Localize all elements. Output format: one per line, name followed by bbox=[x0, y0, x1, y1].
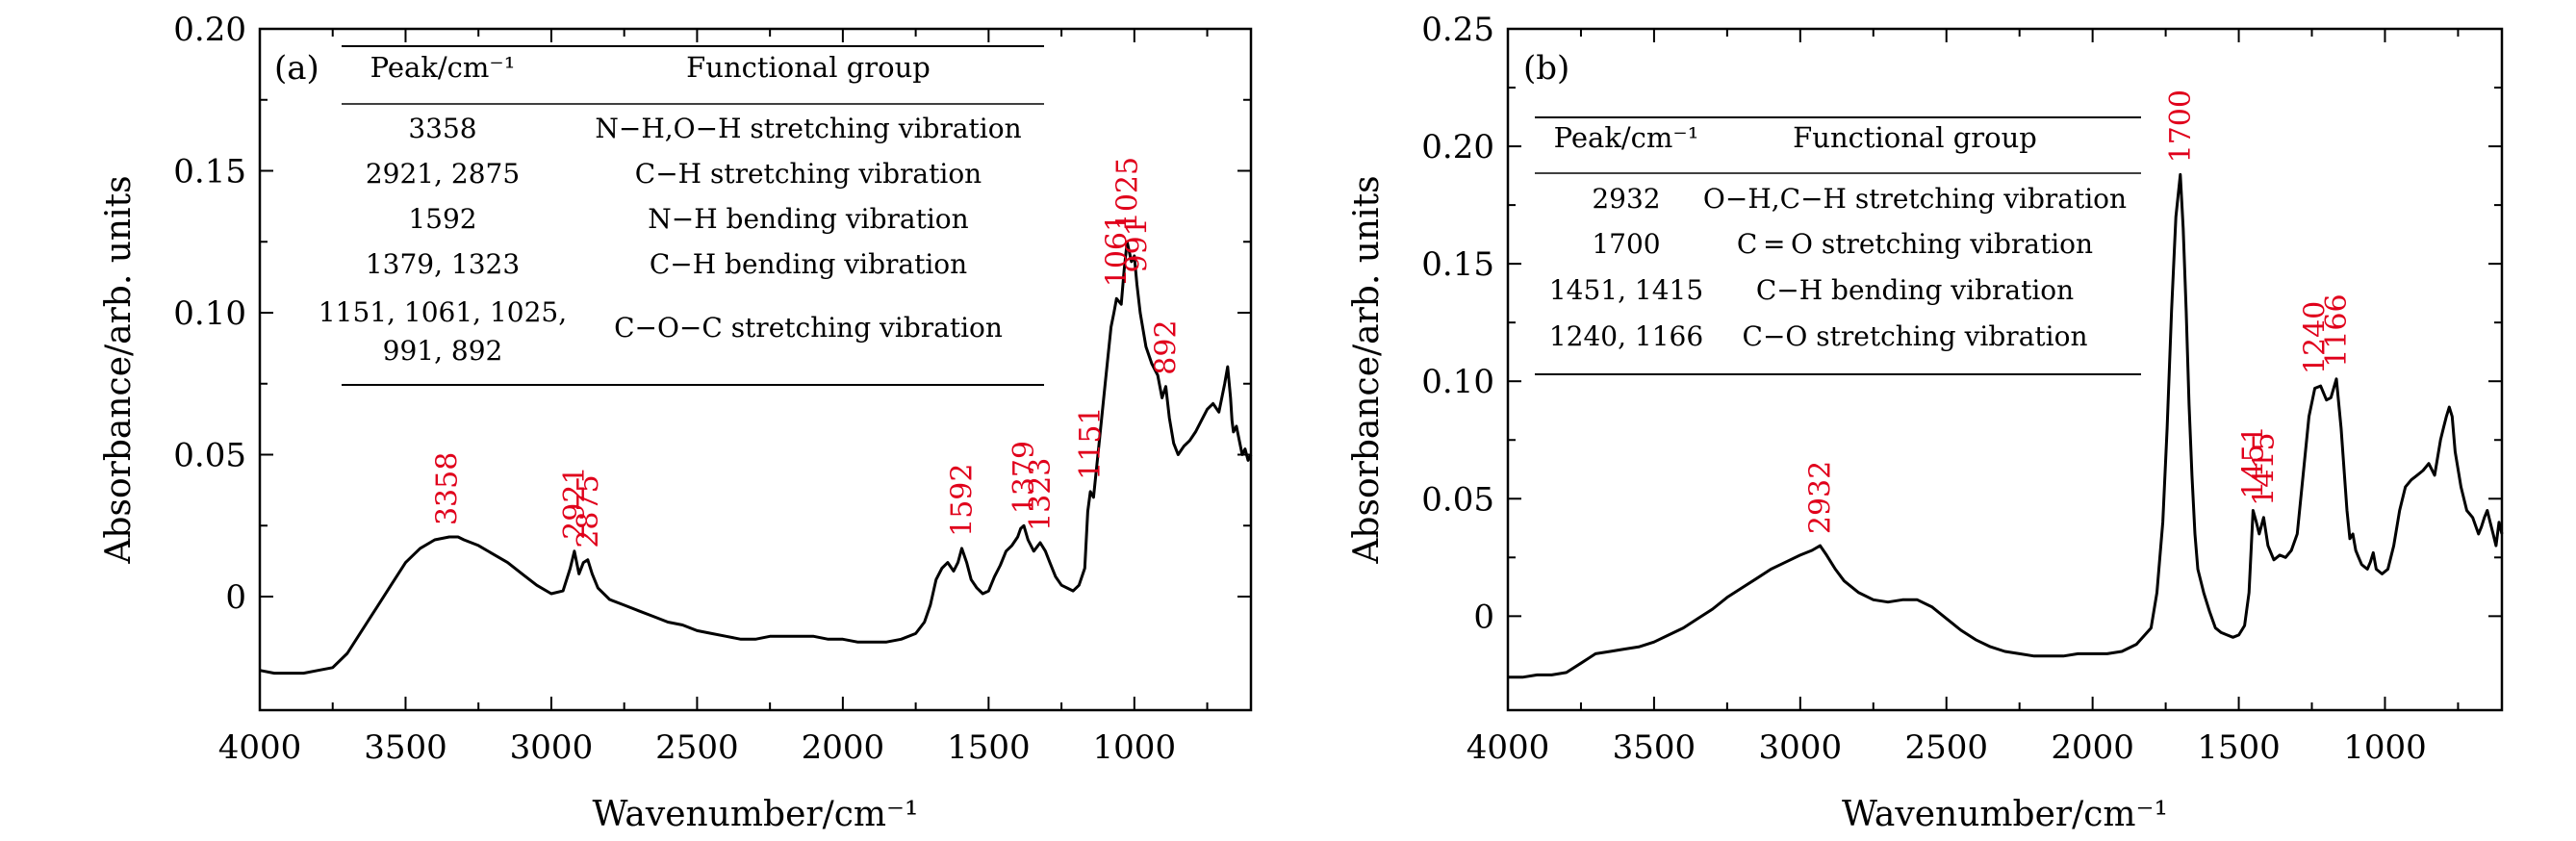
x-tick-label: 2000 bbox=[2051, 728, 2134, 767]
plot-frame bbox=[258, 27, 1253, 712]
table-cell-group: C−H bending vibration bbox=[650, 248, 967, 280]
table-cell-group: C−H stretching vibration bbox=[635, 158, 982, 190]
table-cell-peak: 991, 892 bbox=[383, 335, 503, 367]
x-tick-label: 2500 bbox=[1904, 728, 1988, 767]
peak-label: 1240 bbox=[2299, 301, 2333, 374]
peak-label: 1061 bbox=[1100, 214, 1134, 287]
peak-label: 1379 bbox=[1007, 441, 1041, 514]
x-tick-label: 3000 bbox=[510, 728, 594, 767]
x-tick-label: 1000 bbox=[1093, 728, 1177, 767]
table-cell-peak: 2932 bbox=[1592, 183, 1660, 215]
peak-label: 1415 bbox=[2247, 432, 2281, 505]
x-tick-label: 2500 bbox=[655, 728, 739, 767]
peak-label: 3358 bbox=[430, 452, 464, 525]
table-cell-peak: 2921, 2875 bbox=[366, 158, 520, 190]
y-tick-label: 0.10 bbox=[173, 294, 246, 333]
table-cell-peak: 1379, 1323 bbox=[366, 248, 520, 280]
x-axis-label: Wavenumber/cm⁻¹ bbox=[1842, 795, 2168, 834]
y-tick-label: 0 bbox=[1473, 598, 1494, 636]
y-tick-label: 0.10 bbox=[1421, 363, 1494, 401]
peak-label: 1151 bbox=[1074, 406, 1108, 479]
peak-label: 991 bbox=[1121, 217, 1155, 272]
x-tick-label: 4000 bbox=[1467, 728, 1550, 767]
chart-panel-b: 4000 3500 3000 2500 2000 1500 1000 0 0.05 0.10 0.1… bbox=[1347, 11, 2504, 834]
peak-label: 1592 bbox=[945, 463, 979, 536]
spectrum-line bbox=[1508, 172, 2504, 679]
table-header-group: Functional group bbox=[1793, 121, 2037, 154]
peak-assignment-table: Peak/cm⁻¹ Functional group 3358 N−H,O−H str… bbox=[319, 45, 1044, 386]
table-cell-group: C−O stretching vibration bbox=[1743, 320, 2088, 352]
y-tick-label: 0.05 bbox=[1421, 480, 1494, 519]
table-cell-peak: 1451, 1415 bbox=[1549, 274, 1703, 306]
y-tick-label: 0.05 bbox=[173, 437, 246, 475]
table-cell-peak: 1592 bbox=[408, 203, 476, 235]
table-cell-peak: 1240, 1166 bbox=[1549, 320, 1703, 352]
x-tick-label: 1000 bbox=[2343, 728, 2427, 767]
peak-label: 1451 bbox=[2236, 425, 2270, 498]
x-axis-label: Wavenumber/cm⁻¹ bbox=[593, 795, 919, 834]
peak-label: 1025 bbox=[1110, 157, 1144, 230]
panel-label: (a) bbox=[274, 49, 319, 88]
x-tick-label: 3500 bbox=[364, 728, 447, 767]
table-cell-peak: 1700 bbox=[1592, 228, 1660, 260]
table-cell-group: O−H,C−H stretching vibration bbox=[1703, 183, 2127, 215]
x-tick-label: 2000 bbox=[802, 728, 885, 767]
x-tick-label: 3500 bbox=[1613, 728, 1696, 767]
y-axis-label: Absorbance/arb. units bbox=[1347, 175, 1387, 564]
table-header-group: Functional group bbox=[686, 51, 931, 84]
y-tick-label: 0 bbox=[225, 578, 246, 617]
table-cell-group: N−H,O−H stretching vibration bbox=[595, 113, 1021, 144]
x-tick-label: 1500 bbox=[947, 728, 1031, 767]
table-cell-group: C−H bending vibration bbox=[1756, 274, 2074, 306]
table-cell-peak: 3358 bbox=[408, 113, 476, 144]
x-tick-label: 4000 bbox=[218, 728, 302, 767]
peak-label: 2875 bbox=[572, 474, 605, 548]
y-tick-label: 0.15 bbox=[1421, 245, 1494, 284]
plot-frame bbox=[1506, 27, 2504, 712]
table-cell-group: C = O stretching vibration bbox=[1737, 228, 2093, 260]
y-tick-label: 0.25 bbox=[1421, 11, 1494, 49]
y-tick-label: 0.20 bbox=[1421, 128, 1494, 166]
y-tick-label: 0.20 bbox=[173, 11, 246, 49]
table-cell-group: C−O−C stretching vibration bbox=[614, 312, 1003, 344]
y-tick-label: 0.15 bbox=[173, 153, 246, 191]
peak-assignment-table: Peak/cm⁻¹ Functional group 2932 O−H,C−H str… bbox=[1535, 116, 2141, 375]
y-axis-label: Absorbance/arb. units bbox=[99, 175, 139, 564]
peak-label: 2932 bbox=[1803, 461, 1837, 534]
peak-label: 2921 bbox=[558, 466, 592, 539]
chart-panel-a: 4000 3500 3000 2500 2000 1500 1000 0 0.05 0.10 0.1… bbox=[99, 11, 1253, 834]
table-cell-peak: 1151, 1061, 1025, bbox=[319, 296, 567, 328]
table-header-peak: Peak/cm⁻¹ bbox=[1554, 121, 1699, 154]
x-tick-label: 1500 bbox=[2197, 728, 2281, 767]
peak-label: 892 bbox=[1150, 319, 1184, 374]
peak-label: 1323 bbox=[1024, 458, 1058, 531]
table-cell-group: N−H bending vibration bbox=[648, 203, 968, 235]
peak-label: 1700 bbox=[2164, 89, 2198, 163]
spectrum-line bbox=[259, 240, 1253, 675]
x-tick-label: 3000 bbox=[1759, 728, 1843, 767]
table-header-peak: Peak/cm⁻¹ bbox=[370, 51, 516, 84]
peak-label: 1166 bbox=[2320, 293, 2354, 367]
panel-label: (b) bbox=[1523, 49, 1569, 88]
